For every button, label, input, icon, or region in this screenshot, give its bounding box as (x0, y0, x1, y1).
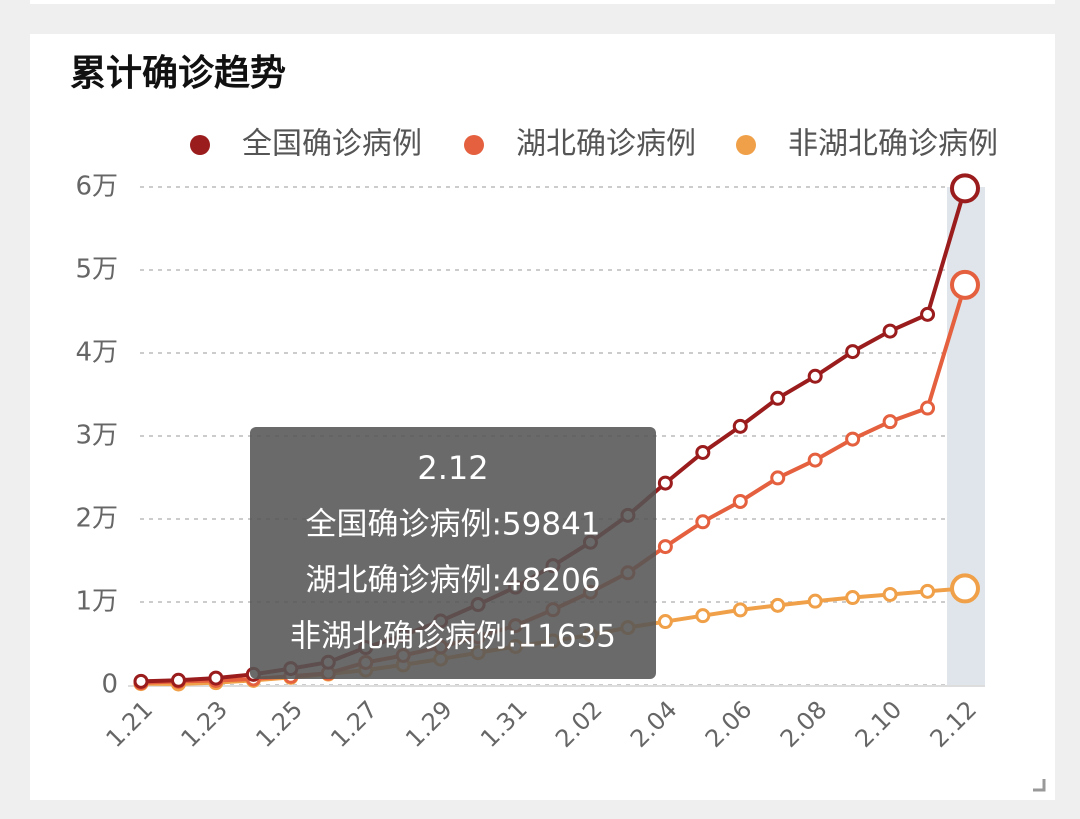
point (950, 173, 980, 204)
point (807, 368, 823, 384)
resize-corner (1033, 779, 1046, 792)
point (657, 475, 673, 491)
point (695, 608, 711, 624)
y-tick-label: 1万 (75, 587, 118, 617)
tooltip-line: 非湖北确诊病例:11635 (290, 619, 616, 655)
point (657, 539, 673, 555)
point (770, 470, 786, 486)
point (882, 586, 898, 602)
point (732, 493, 748, 509)
y-tick-label: 0 (101, 670, 118, 700)
y-tick-label: 6万 (75, 172, 118, 202)
tooltip-box (250, 427, 656, 679)
y-tick-label: 4万 (75, 338, 118, 368)
point (770, 390, 786, 406)
card-top (30, 0, 1055, 4)
point (920, 306, 936, 322)
chart-title: 累计确诊趋势 (70, 53, 286, 94)
legend-label: 非湖北确诊病例 (788, 127, 998, 162)
hover-band (947, 187, 985, 685)
point (133, 673, 149, 689)
tooltip-title: 2.12 (417, 449, 488, 487)
legend-marker (736, 135, 756, 155)
point (732, 418, 748, 434)
point (170, 672, 186, 688)
point (732, 602, 748, 618)
tooltip: 2.12 全国确诊病例:59841 湖北确诊病例:48206 非湖北确诊病例:1163… (250, 427, 656, 679)
point (950, 573, 980, 604)
legend-marker (190, 135, 210, 155)
legend-marker (464, 135, 484, 155)
point (882, 414, 898, 430)
y-tick-label: 5万 (75, 255, 118, 285)
point (208, 670, 224, 686)
point (920, 400, 936, 416)
tooltip-line: 全国确诊病例:59841 (305, 507, 600, 543)
point (807, 593, 823, 609)
point (845, 431, 861, 447)
tooltip-line: 湖北确诊病例:48206 (305, 563, 600, 599)
legend-label: 湖北确诊病例 (516, 127, 696, 162)
point (695, 514, 711, 530)
point (920, 583, 936, 599)
point (950, 269, 980, 300)
point (695, 444, 711, 460)
point (845, 590, 861, 606)
legend-label: 全国确诊病例 (242, 127, 422, 162)
point (845, 344, 861, 360)
y-tick-label: 2万 (75, 504, 118, 534)
point (807, 452, 823, 468)
point (882, 323, 898, 339)
point (657, 614, 673, 630)
y-tick-label: 3万 (75, 421, 118, 451)
point (770, 597, 786, 613)
